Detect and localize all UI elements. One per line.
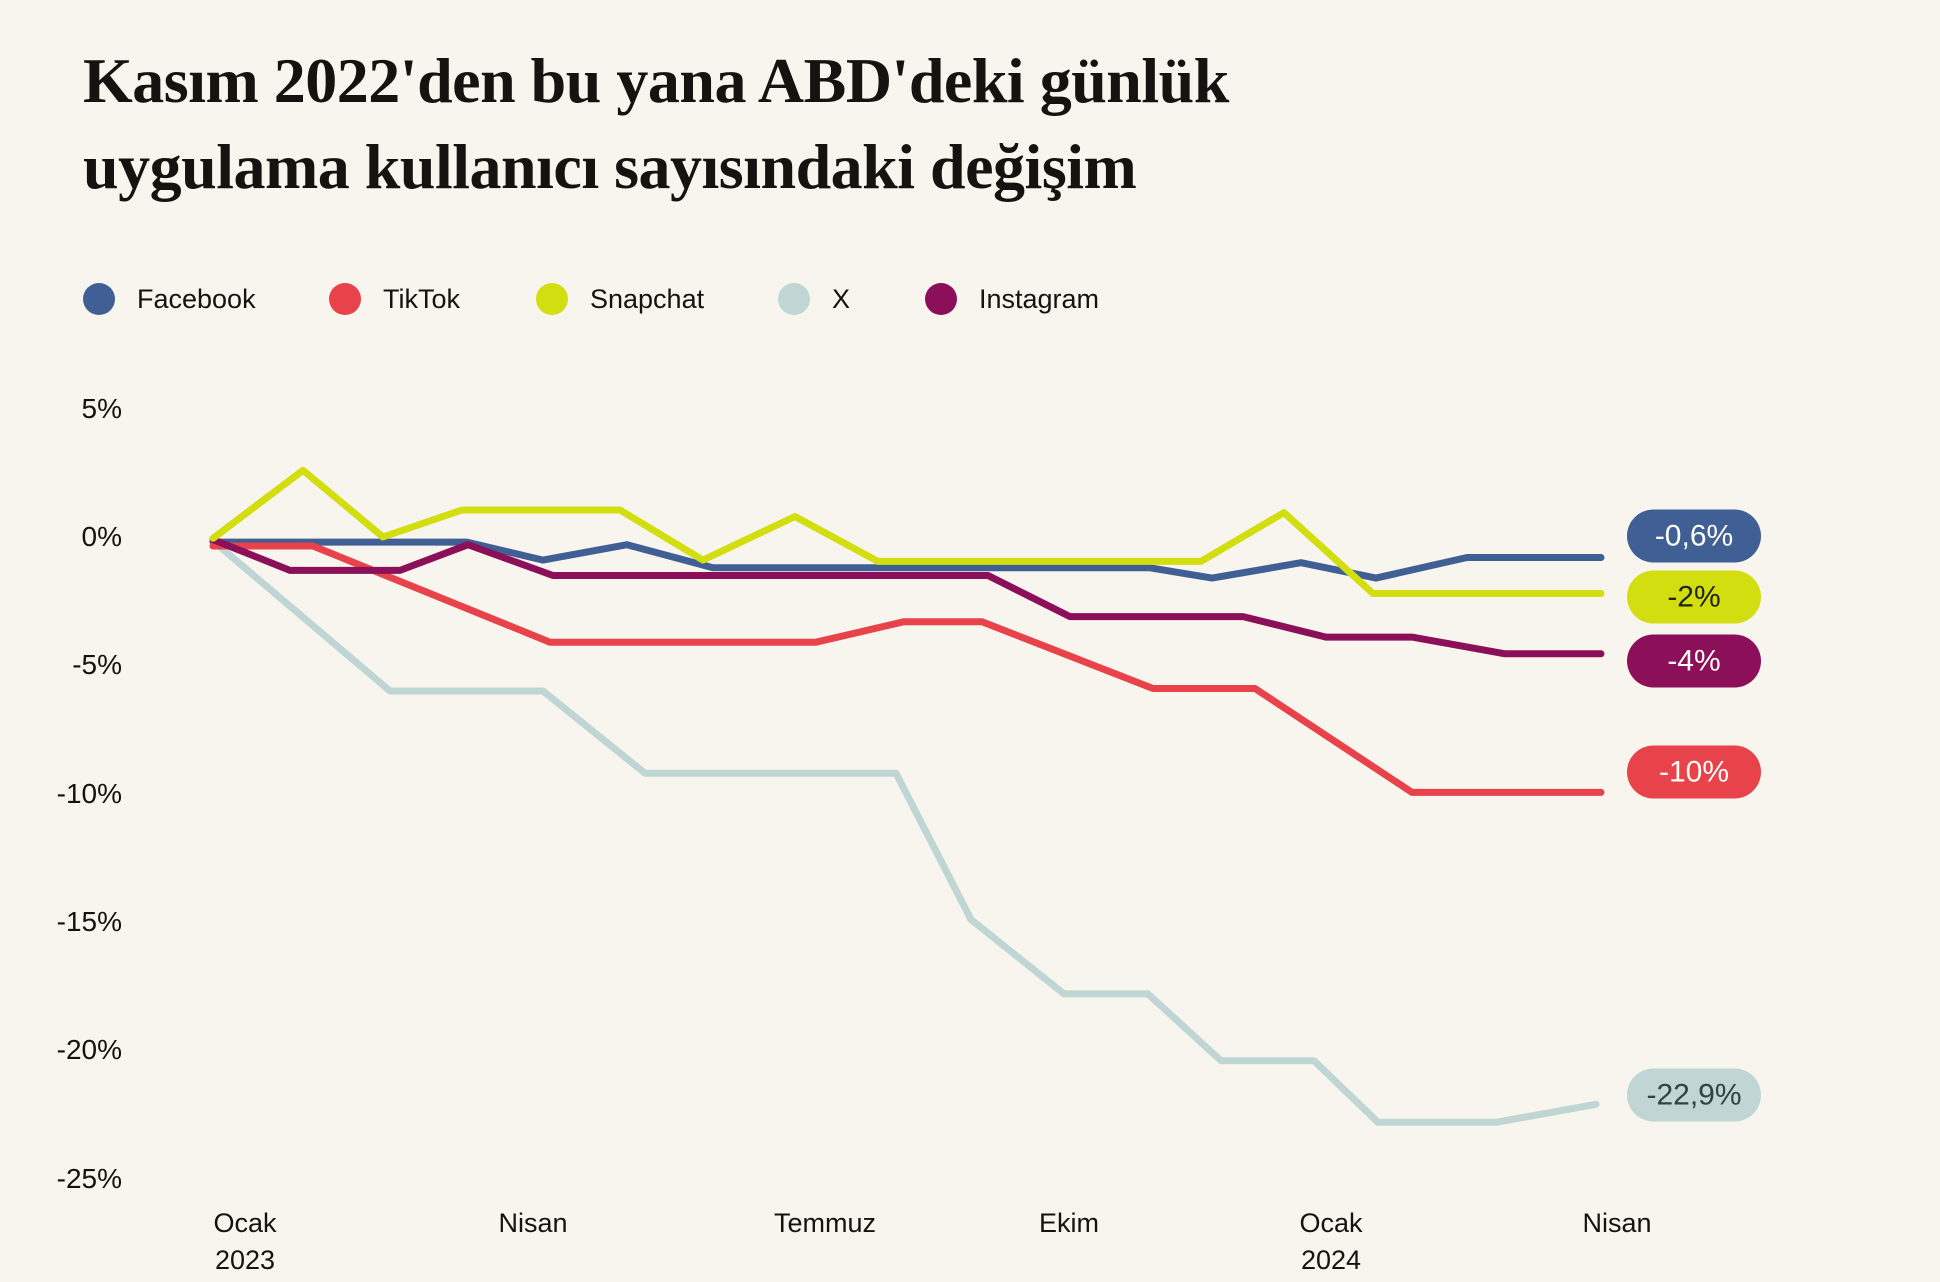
x-tick-label: Temmuz (773, 1208, 877, 1238)
x-color-dot-icon (778, 283, 810, 315)
x-tick-label: Ekim (1039, 1208, 1099, 1238)
legend-item-x: X (778, 281, 850, 317)
legend-item-snapchat: Snapchat (536, 281, 704, 317)
page-title-line-1: Kasım 2022'den bu yana ABD'deki günlük (83, 45, 1229, 116)
y-tick-label: -25% (56, 1162, 122, 1194)
legend: Facebook TikTok Snapchat X Instagram (0, 281, 1940, 317)
legend-item-instagram: Instagram (925, 281, 1099, 317)
facebook-color-dot-icon (83, 283, 115, 315)
snapchat-color-dot-icon (536, 283, 568, 315)
x-tick-year: 2023 (214, 1245, 276, 1275)
series-line-facebook (209, 538, 1605, 582)
end-value-pill-tiktok: -10% (1627, 745, 1761, 799)
y-tick-label: -10% (56, 777, 122, 809)
x-tick-label: Ocak 2024 (1299, 1205, 1362, 1279)
x-tick-label: Nisan (1582, 1208, 1652, 1238)
y-tick-label: -5% (72, 649, 122, 681)
instagram-color-dot-icon (925, 283, 957, 315)
y-tick-label: -15% (56, 906, 122, 938)
end-value-pill-snapchat: -2% (1627, 570, 1761, 624)
legend-label: Instagram (979, 283, 1100, 314)
x-tick-label: Ocak 2023 (213, 1205, 276, 1279)
series-line-tiktok (209, 542, 1605, 796)
end-value-pill-x: -22,9% (1627, 1068, 1761, 1122)
y-tick-label: -20% (56, 1034, 122, 1066)
end-value-pill-instagram: -4% (1627, 634, 1761, 688)
y-tick-label: 0% (81, 521, 122, 552)
legend-label: TikTok (383, 283, 461, 314)
legend-label: X (832, 283, 851, 314)
series-line-x (209, 537, 1600, 1126)
legend-item-facebook: Facebook (83, 281, 256, 317)
legend-label: Snapchat (590, 283, 705, 314)
y-tick-label: 5% (81, 392, 122, 424)
x-tick-year: 2024 (1300, 1245, 1362, 1275)
page-title: Kasım 2022'den bu yana ABD'deki günlük u… (83, 38, 1229, 210)
x-tick-label: Nisan (498, 1208, 568, 1238)
legend-item-tiktok: TikTok (329, 281, 460, 317)
tiktok-color-dot-icon (329, 283, 361, 315)
series-line-instagram (209, 536, 1605, 658)
end-value-pill-facebook: -0,6% (1627, 509, 1761, 563)
series-line-snapchat (209, 466, 1605, 597)
page-title-line-2: uygulama kullanıcı sayısındaki değişim (83, 131, 1137, 202)
legend-label: Facebook (137, 283, 256, 314)
